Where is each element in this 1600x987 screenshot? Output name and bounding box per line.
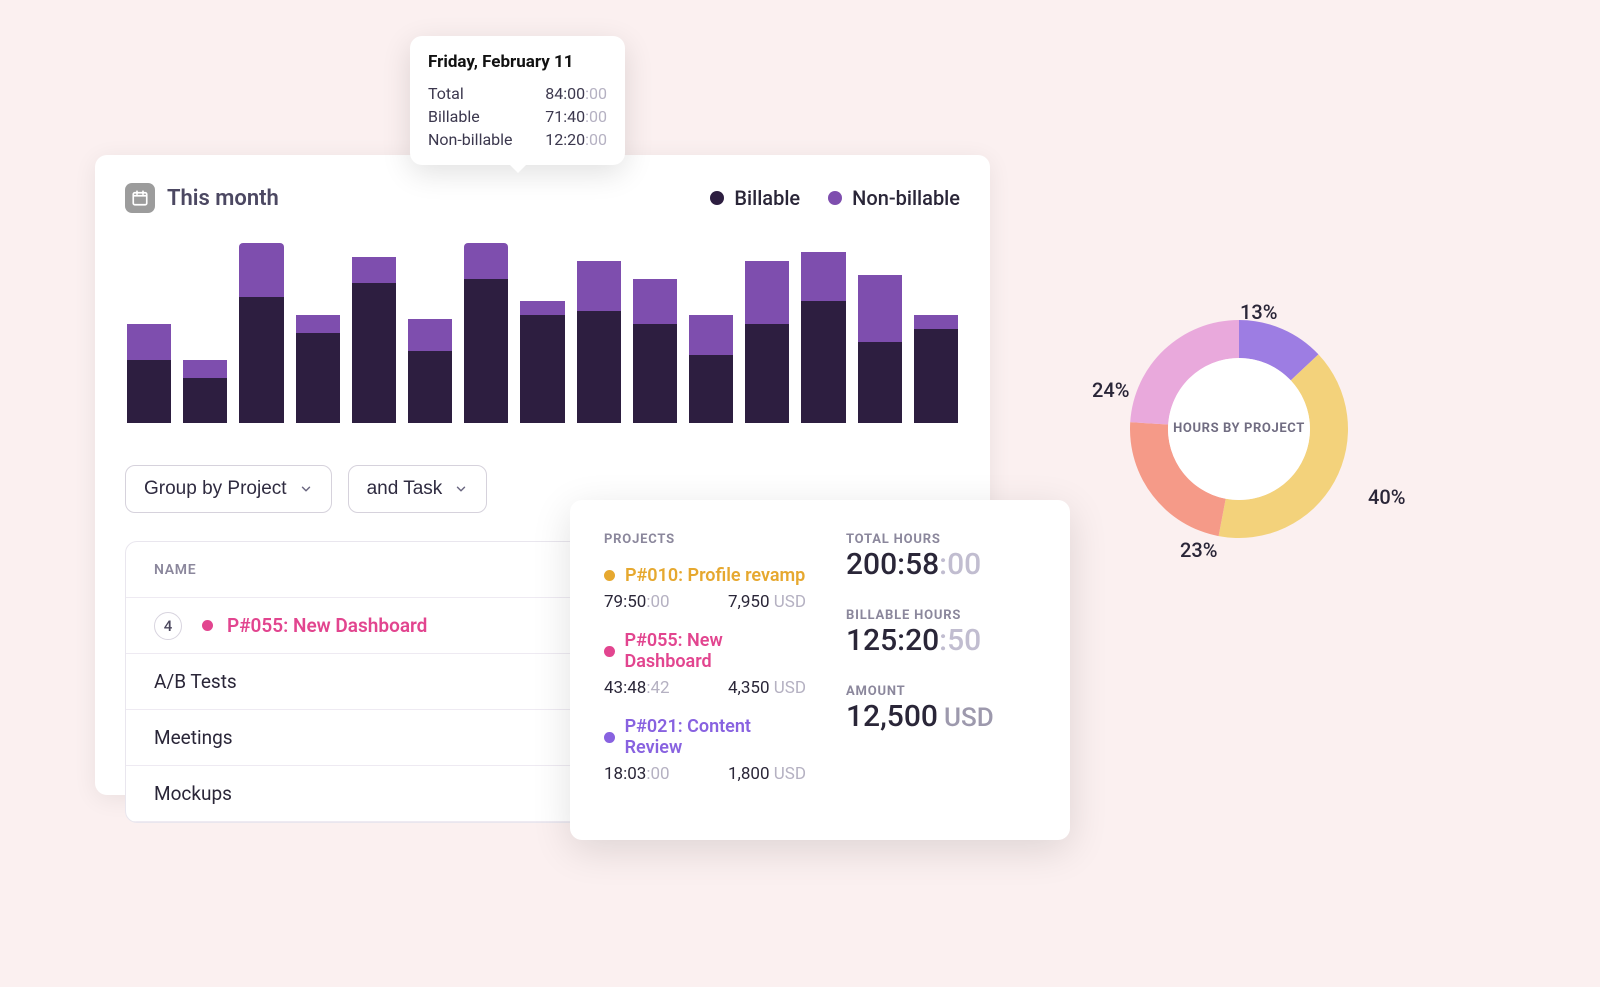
project-time: 79:50:00 (604, 592, 670, 612)
bar[interactable] (745, 243, 789, 423)
bar-segment-billable (408, 351, 452, 423)
summary-projects-col: PROJECTS P#010: Profile revamp 79:50:00 7,… (604, 532, 806, 808)
row-name: Meetings (154, 726, 233, 749)
bar-segment-billable (520, 315, 564, 423)
bar[interactable] (464, 243, 508, 423)
bar-segment-billable (352, 283, 396, 423)
project-time: 18:03:00 (604, 764, 670, 784)
project-amount: 7,950 USD (728, 592, 806, 612)
donut-slice-label: 13% (1240, 300, 1277, 324)
metric-billable-hours: BILLABLE HOURS 125:20:50 (846, 608, 1036, 658)
bar[interactable] (127, 243, 171, 423)
donut-slice-label: 23% (1180, 538, 1217, 562)
group-count-badge: 4 (154, 612, 182, 640)
legend-dot-nonbillable (828, 191, 842, 205)
project-color-dot (202, 620, 213, 631)
bar[interactable] (296, 243, 340, 423)
bar[interactable] (801, 243, 845, 423)
bar-segment-billable (183, 378, 227, 423)
bar[interactable] (408, 243, 452, 423)
project-color-dot (604, 570, 615, 581)
summary-card: PROJECTS P#010: Profile revamp 79:50:00 7,… (570, 500, 1070, 840)
projects-section-label: PROJECTS (604, 532, 806, 547)
row-name: A/B Tests (154, 670, 237, 693)
bar-segment-billable (464, 279, 508, 423)
bar-segment-nonbillable (239, 243, 283, 297)
bar-segment-nonbillable (914, 315, 958, 329)
project-amount: 4,350 USD (728, 678, 806, 698)
bar-segment-billable (745, 324, 789, 423)
bar-segment-nonbillable (408, 319, 452, 351)
tooltip-row: Non-billable12:20:00 (428, 130, 607, 149)
bar-segment-billable (127, 360, 171, 423)
project-summary-item: P#010: Profile revamp 79:50:00 7,950 USD (604, 565, 806, 612)
donut-slice-label: 24% (1092, 378, 1129, 402)
project-title: P#010: Profile revamp (625, 565, 805, 586)
bar[interactable] (633, 243, 677, 423)
bar[interactable] (520, 243, 564, 423)
metric-amount: AMOUNT 12,500USD (846, 684, 1036, 734)
bar-segment-nonbillable (801, 252, 845, 301)
period-label: This month (167, 186, 279, 211)
bar[interactable] (914, 243, 958, 423)
card-header: This month Billable Non-billable (125, 183, 960, 213)
bar-segment-nonbillable (689, 315, 733, 355)
bar-segment-nonbillable (520, 301, 564, 315)
bar-chart-tooltip: Friday, February 11 Total84:00:00 Billabl… (410, 36, 625, 165)
bar-segment-billable (689, 355, 733, 423)
bar[interactable] (352, 243, 396, 423)
calendar-icon (125, 183, 155, 213)
legend-nonbillable: Non-billable (828, 186, 960, 210)
project-summary-item: P#021: Content Review 18:03:00 1,800 USD (604, 716, 806, 784)
tooltip-row: Total84:00:00 (428, 84, 607, 103)
bar[interactable] (183, 243, 227, 423)
and-task-dropdown[interactable]: and Task (348, 465, 488, 513)
chevron-down-icon (454, 482, 468, 496)
bar[interactable] (239, 243, 283, 423)
project-color-dot (604, 646, 615, 657)
legend-billable: Billable (710, 186, 800, 210)
bar[interactable] (689, 243, 733, 423)
metric-total-hours: TOTAL HOURS 200:58:00 (846, 532, 1036, 582)
period-chip[interactable]: This month (125, 183, 279, 213)
bar-segment-billable (801, 301, 845, 423)
bar-segment-billable (633, 324, 677, 423)
project-amount: 1,800 USD (728, 764, 806, 784)
row-name: Mockups (154, 782, 232, 805)
project-summary-item: P#055: New Dashboard 43:48:42 4,350 USD (604, 630, 806, 698)
tooltip-row: Billable71:40:00 (428, 107, 607, 126)
bar-segment-nonbillable (745, 261, 789, 324)
chart-legend: Billable Non-billable (710, 186, 960, 210)
bar-segment-billable (577, 311, 621, 423)
project-color-dot (604, 732, 615, 743)
bar-segment-billable (296, 333, 340, 423)
bar-segment-nonbillable (183, 360, 227, 378)
legend-dot-billable (710, 191, 724, 205)
bar-segment-nonbillable (858, 275, 902, 342)
tooltip-title: Friday, February 11 (428, 52, 607, 72)
bar-segment-billable (914, 329, 958, 423)
bar-segment-nonbillable (127, 324, 171, 360)
project-time: 43:48:42 (604, 678, 670, 698)
bar[interactable] (577, 243, 621, 423)
bar-segment-nonbillable (464, 243, 508, 279)
project-title: P#021: Content Review (625, 716, 806, 758)
donut-center-label: HOURS BY PROJECT (1130, 320, 1348, 538)
bar-segment-nonbillable (633, 279, 677, 324)
summary-metrics-col: TOTAL HOURS 200:58:00 BILLABLE HOURS 125… (846, 532, 1036, 808)
bar-segment-nonbillable (296, 315, 340, 333)
bar-segment-nonbillable (352, 257, 396, 282)
group-by-project-dropdown[interactable]: Group by Project (125, 465, 332, 513)
hours-bar-chart[interactable] (125, 243, 960, 423)
donut-slice-label: 40% (1368, 485, 1405, 509)
bar[interactable] (858, 243, 902, 423)
bar-segment-billable (239, 297, 283, 423)
project-title: P#055: New Dashboard (625, 630, 806, 672)
row-name: P#055: New Dashboard (227, 614, 427, 637)
chevron-down-icon (299, 482, 313, 496)
bar-segment-billable (858, 342, 902, 423)
hours-by-project-donut: HOURS BY PROJECT 13% 40% 23% 24% (1080, 300, 1420, 620)
bar-segment-nonbillable (577, 261, 621, 311)
